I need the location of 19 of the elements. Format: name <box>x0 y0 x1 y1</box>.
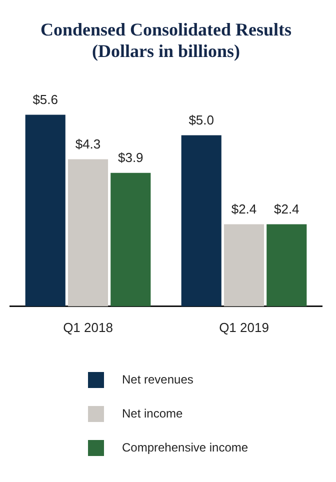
x-tick-label: Q1 2019 <box>219 320 269 335</box>
bar <box>110 172 151 306</box>
legend-label: Comprehensive income <box>122 440 248 454</box>
chart-subtitle: (Dollars in billions) <box>92 41 240 62</box>
data-label: $5.6 <box>32 92 58 107</box>
x-tick-label: Q1 2018 <box>63 320 113 335</box>
bar <box>68 159 108 306</box>
bar <box>224 224 264 306</box>
bar <box>181 135 222 306</box>
bar <box>25 114 66 306</box>
legend-label: Net revenues <box>122 372 194 386</box>
data-label: $2.4 <box>231 201 257 216</box>
chart-title: Condensed Consolidated Results <box>40 19 292 40</box>
data-label: $2.4 <box>274 201 300 216</box>
data-label: $5.0 <box>188 112 214 128</box>
data-label: $4.3 <box>75 136 101 152</box>
legend-label: Net income <box>122 406 184 420</box>
bar <box>266 224 307 306</box>
data-label: $3.9 <box>118 150 144 165</box>
